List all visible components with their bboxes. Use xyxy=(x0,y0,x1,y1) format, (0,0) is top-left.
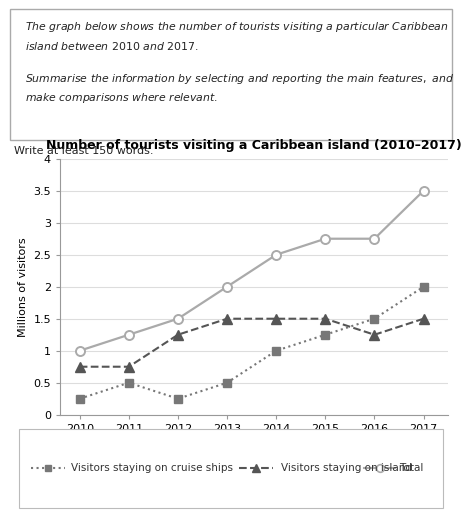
FancyBboxPatch shape xyxy=(10,9,452,139)
Text: $\it{The\ graph\ below\ shows\ the\ number\ of\ tourists\ visiting\ a\ particula: $\it{The\ graph\ below\ shows\ the\ numb… xyxy=(25,20,454,105)
Y-axis label: Millions of visitors: Millions of visitors xyxy=(18,237,28,336)
Text: Total: Total xyxy=(400,463,424,474)
FancyBboxPatch shape xyxy=(19,429,443,508)
Title: Number of tourists visiting a Caribbean island (2010–2017): Number of tourists visiting a Caribbean … xyxy=(46,139,462,152)
Text: Write at least 150 words.: Write at least 150 words. xyxy=(14,146,153,156)
Text: Visitors staying on cruise ships: Visitors staying on cruise ships xyxy=(71,463,233,474)
Text: Visitors staying on island: Visitors staying on island xyxy=(281,463,412,474)
